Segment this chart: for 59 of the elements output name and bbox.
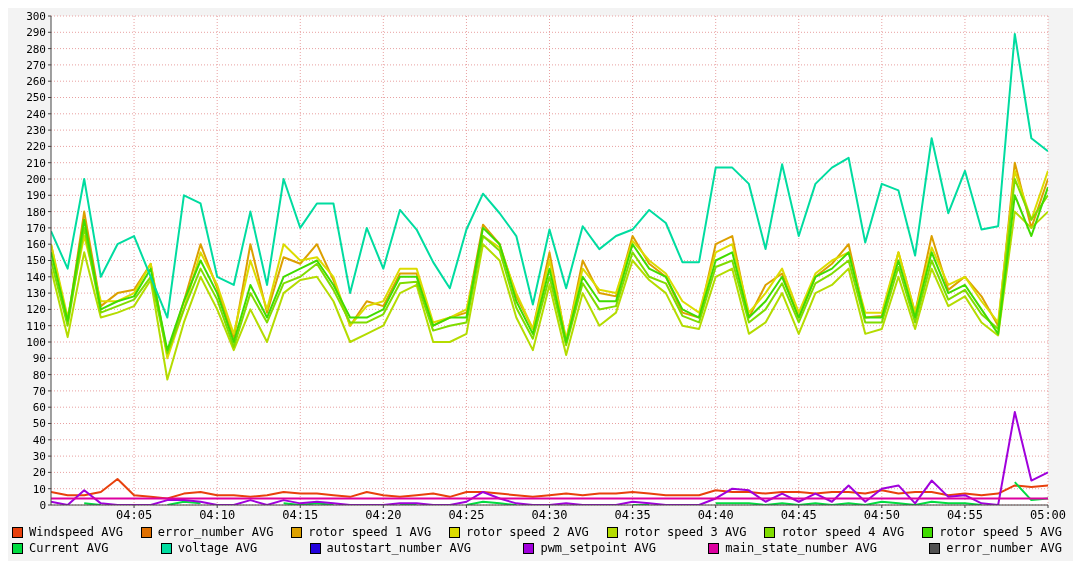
y-tick-label: 10 bbox=[32, 482, 46, 496]
x-tick-label: 04:45 bbox=[780, 507, 817, 522]
y-tick-label: 20 bbox=[32, 466, 46, 480]
y-tick-label: 120 bbox=[26, 303, 46, 317]
y-tick-label: 230 bbox=[26, 124, 46, 138]
legend-label: voltage AVG bbox=[177, 541, 258, 555]
x-tick-label: 04:55 bbox=[946, 507, 984, 522]
y-tick-label: 100 bbox=[26, 335, 46, 349]
y-tick-label: 110 bbox=[26, 319, 46, 333]
y-tick-label: 240 bbox=[26, 107, 46, 121]
y-tick-label: 300 bbox=[26, 9, 46, 23]
legend-label: rotor speed 2 AVG bbox=[466, 525, 589, 539]
y-tick-label: 200 bbox=[26, 172, 46, 186]
y-tick-label: 90 bbox=[32, 352, 46, 366]
legend-label: rotor speed 1 AVG bbox=[308, 525, 432, 539]
y-tick-label: 80 bbox=[32, 368, 46, 382]
legend-label: error_number AVG bbox=[946, 541, 1062, 555]
y-tick-label: 70 bbox=[32, 384, 46, 398]
y-tick-label: 0 bbox=[39, 498, 46, 512]
x-tick-label: 04:35 bbox=[614, 507, 651, 522]
legend-label: Windspeed AVG bbox=[29, 525, 123, 539]
legend-label: main_state_number AVG bbox=[725, 541, 878, 555]
legend-label: autostart_number AVG bbox=[326, 541, 472, 555]
legend-label: Current AVG bbox=[29, 541, 109, 555]
x-tick-label: 04:40 bbox=[697, 507, 734, 522]
x-tick-label: 04:50 bbox=[863, 507, 900, 522]
x-tick-label: 05:00 bbox=[1029, 507, 1067, 522]
y-tick-label: 40 bbox=[32, 433, 46, 447]
y-tick-label: 290 bbox=[26, 26, 46, 40]
x-tick-label: 04:10 bbox=[199, 507, 236, 522]
y-tick-label: 50 bbox=[32, 417, 46, 431]
y-tick-label: 260 bbox=[26, 75, 46, 89]
y-tick-label: 30 bbox=[32, 450, 46, 464]
line-series bbox=[51, 210, 1048, 381]
y-tick-label: 280 bbox=[26, 42, 46, 56]
legend-label: rotor speed 4 AVG bbox=[781, 525, 905, 539]
y-tick-label: 130 bbox=[26, 287, 46, 301]
legend-label: pwm_setpoint AVG bbox=[540, 541, 656, 555]
legend-label: rotor speed 3 AVG bbox=[623, 525, 747, 539]
y-tick-label: 180 bbox=[26, 205, 46, 219]
legend-label: error_number AVG bbox=[157, 525, 274, 539]
y-tick-label: 210 bbox=[26, 156, 46, 170]
line-series bbox=[51, 477, 1048, 500]
y-tick-label: 60 bbox=[32, 401, 46, 415]
y-tick-label: 160 bbox=[26, 238, 46, 252]
y-tick-label: 250 bbox=[26, 91, 46, 105]
x-tick-label: 04:30 bbox=[531, 507, 568, 522]
y-tick-label: 150 bbox=[26, 254, 46, 268]
line-series bbox=[51, 32, 1048, 319]
y-tick-label: 140 bbox=[26, 270, 46, 284]
x-tick-label: 04:05 bbox=[115, 507, 153, 522]
x-tick-label: 04:15 bbox=[282, 507, 319, 522]
y-tick-label: 220 bbox=[26, 140, 46, 154]
y-tick-label: 170 bbox=[26, 221, 46, 235]
x-tick-label: 04:20 bbox=[365, 507, 402, 522]
y-tick-label: 190 bbox=[26, 189, 46, 203]
x-tick-label: 04:25 bbox=[448, 507, 485, 522]
legend-label: rotor speed 5 AVG bbox=[939, 525, 1062, 539]
y-tick-label: 270 bbox=[26, 58, 46, 72]
